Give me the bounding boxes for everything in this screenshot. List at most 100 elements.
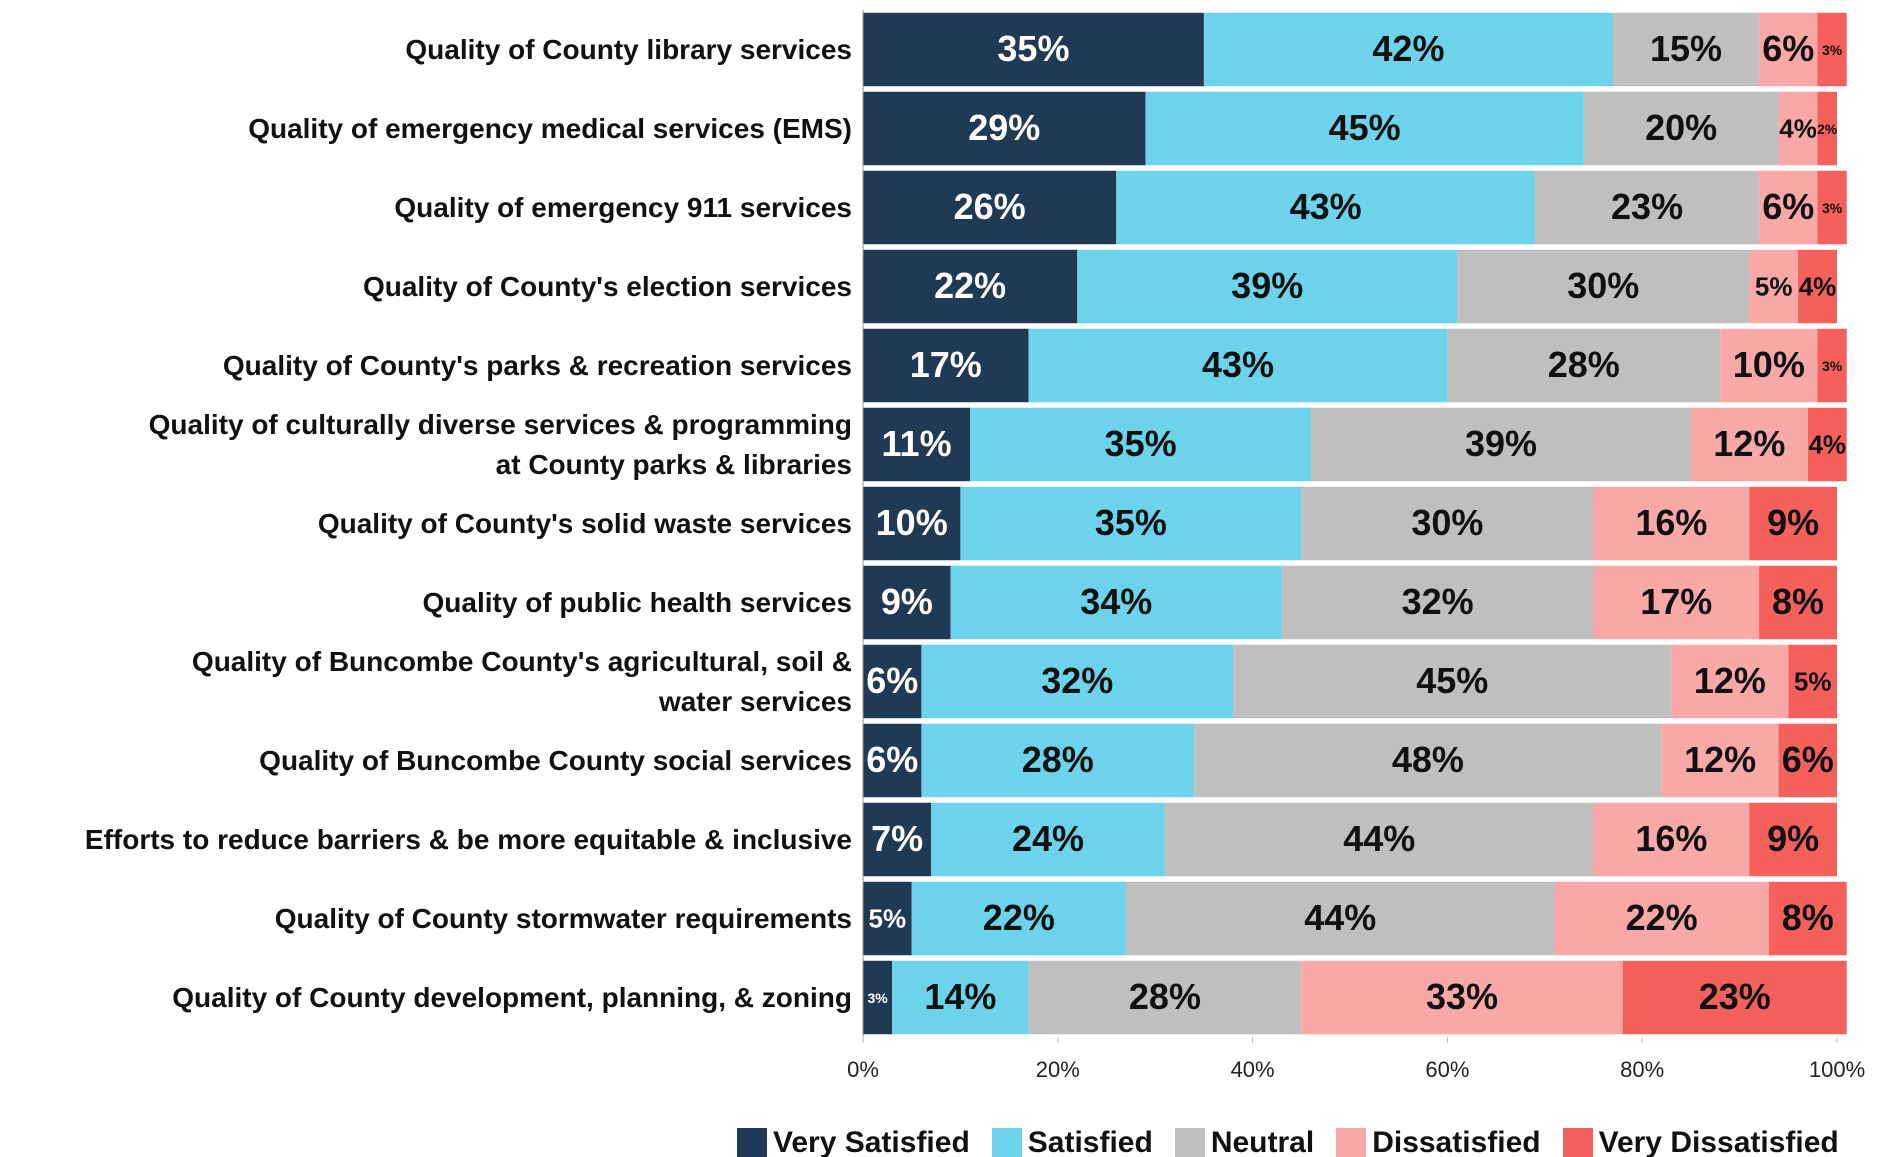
data-label: 32%	[1041, 660, 1113, 701]
data-label: 35%	[1095, 502, 1167, 543]
category-label: Quality of public health services	[422, 586, 852, 618]
bar-segment	[1535, 170, 1760, 245]
data-label: 23%	[1611, 186, 1683, 227]
bar-segment	[1798, 249, 1837, 324]
data-label: 44%	[1304, 897, 1376, 938]
bar-segment	[931, 802, 1165, 877]
x-tick-label: 40%	[1231, 1057, 1275, 1082]
data-label: 43%	[1290, 186, 1362, 227]
data-label: 6%	[1762, 186, 1814, 227]
data-label: 15%	[1650, 28, 1722, 69]
bar-segment	[1788, 644, 1837, 719]
data-label: 39%	[1465, 423, 1537, 464]
bar-segment	[1817, 170, 1847, 245]
legend-item: Very Satisfied	[737, 1126, 970, 1157]
bar-segment	[1125, 881, 1555, 956]
data-label: 16%	[1635, 818, 1707, 859]
bar-segment	[1116, 170, 1536, 245]
data-label: 20%	[1645, 107, 1717, 148]
category-label: Quality of emergency medical services (E…	[248, 112, 852, 144]
data-label: 3%	[1822, 358, 1843, 374]
legend-swatch	[737, 1128, 767, 1157]
bar-segment	[921, 644, 1234, 719]
bar-segment	[1593, 802, 1750, 877]
data-label: 43%	[1202, 344, 1274, 385]
data-label: 17%	[910, 344, 982, 385]
data-label: 12%	[1694, 660, 1766, 701]
bar-segment	[1203, 12, 1613, 87]
bar-segment	[1593, 565, 1760, 640]
bar-segment	[1759, 170, 1818, 245]
bar-segment	[1749, 802, 1837, 877]
data-label: 35%	[1105, 423, 1177, 464]
bar-segment	[1028, 960, 1302, 1035]
bar-segment	[1301, 960, 1623, 1035]
category-label: Quality of Buncombe County social servic…	[259, 744, 852, 776]
bar-segment	[1749, 249, 1799, 324]
x-tick-label: 0%	[847, 1057, 879, 1082]
category-label: Quality of Buncombe County's agricultura…	[191, 645, 852, 717]
bar-segment	[1447, 328, 1721, 403]
bar-segment	[1583, 91, 1779, 166]
data-label: 24%	[1012, 818, 1084, 859]
bar-segment	[911, 881, 1126, 956]
data-label: 5%	[1794, 666, 1832, 696]
bar-segment	[863, 407, 971, 482]
bar-segment	[1778, 91, 1818, 166]
legend-label: Dissatisfied	[1372, 1126, 1541, 1157]
bar-segment	[960, 486, 1302, 561]
bar-segment	[863, 91, 1146, 166]
bar-segment	[1817, 91, 1837, 166]
data-label: 5%	[869, 903, 907, 933]
category-label: Quality of County library services	[405, 33, 852, 65]
bar-segment	[1028, 328, 1448, 403]
data-label: 3%	[1822, 200, 1843, 216]
data-label: 35%	[997, 28, 1069, 69]
bar-segment	[1301, 486, 1594, 561]
category-label: Quality of emergency 911 services	[394, 191, 852, 223]
data-label: 4%	[1808, 429, 1846, 459]
legend-swatch	[1562, 1128, 1593, 1157]
data-label: 8%	[1772, 581, 1824, 622]
bar-segment	[1768, 881, 1847, 956]
x-tick-label: 100%	[1809, 1057, 1865, 1082]
data-label: 26%	[954, 186, 1026, 227]
data-label: 3%	[867, 990, 888, 1006]
data-label: 4%	[1799, 271, 1837, 301]
data-label: 7%	[871, 818, 923, 859]
category-label: Quality of County development, planning,…	[172, 981, 852, 1013]
data-label: 12%	[1713, 423, 1785, 464]
bar-segment	[863, 802, 932, 877]
bar-segment	[1457, 249, 1750, 324]
legend-label: Neutral	[1210, 1126, 1315, 1157]
data-label: 22%	[1626, 897, 1698, 938]
bar-segment	[863, 644, 922, 719]
data-label: 29%	[968, 107, 1040, 148]
data-label: 23%	[1699, 976, 1771, 1017]
data-label: 2%	[1817, 121, 1838, 137]
legend-label: Satisfied	[1027, 1126, 1153, 1157]
data-label: 17%	[1640, 581, 1712, 622]
data-label: 9%	[1767, 502, 1819, 543]
bar-segment	[863, 723, 922, 798]
bar-segment	[1554, 881, 1769, 956]
legend-swatch	[1174, 1128, 1205, 1157]
bar-segment	[863, 170, 1117, 245]
bar-segment	[1311, 407, 1691, 482]
bar-segment	[863, 249, 1078, 324]
data-label: 11%	[882, 423, 952, 464]
bar-segment	[1817, 12, 1847, 87]
data-label: 10%	[1733, 344, 1805, 385]
data-label: 8%	[1782, 897, 1834, 938]
bar-segment	[863, 565, 951, 640]
bar-segment	[1077, 249, 1458, 324]
legend-item: Very Dissatisfied	[1562, 1126, 1839, 1157]
category-label: Quality of County stormwater requirement…	[274, 902, 852, 934]
data-label: 42%	[1372, 28, 1444, 69]
data-label: 45%	[1329, 107, 1401, 148]
bar-segment	[863, 960, 893, 1035]
legend-swatch	[991, 1128, 1022, 1157]
data-label: 6%	[1782, 739, 1834, 780]
bar-segment	[1807, 407, 1847, 482]
